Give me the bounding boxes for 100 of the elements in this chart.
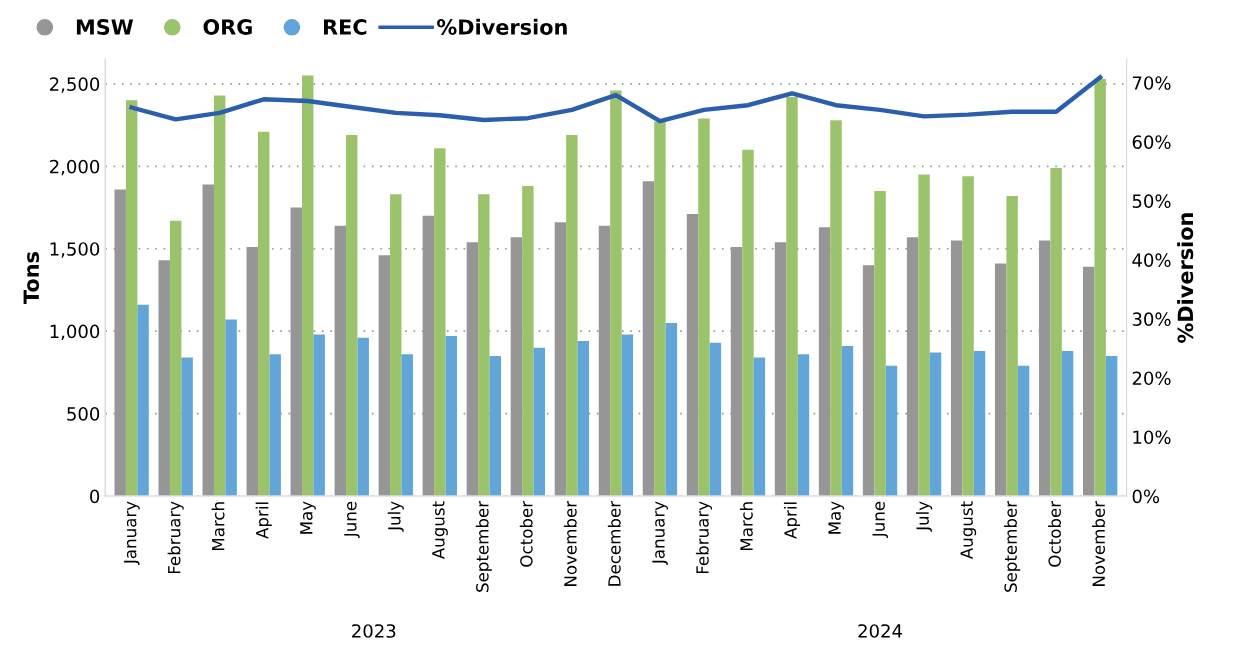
bar — [654, 121, 666, 497]
bar — [1006, 195, 1018, 497]
bar — [125, 100, 138, 497]
bar — [533, 347, 546, 497]
y-tick-label: 2,500 — [50, 77, 100, 93]
bar — [466, 242, 479, 497]
bar — [818, 227, 831, 497]
bar — [610, 90, 622, 497]
bar — [510, 237, 523, 497]
x-tick-label: November — [563, 500, 577, 586]
y2-tick-label: 70% — [1132, 76, 1171, 90]
y2-tick-label: 10% — [1133, 430, 1171, 445]
x-tick-label: April — [255, 502, 272, 539]
bar — [621, 334, 634, 497]
bar — [1017, 365, 1030, 497]
x-tick-label: November — [1092, 500, 1105, 586]
y2-tick-label: 50% — [1132, 194, 1171, 208]
x-tick-label: February — [695, 501, 713, 574]
x-tick-label: May — [300, 501, 316, 534]
bar — [313, 334, 325, 497]
y2-tick-label: 20% — [1132, 371, 1171, 386]
text: 2024 — [858, 624, 903, 638]
bar — [742, 149, 754, 497]
bar — [334, 225, 347, 497]
bar — [962, 176, 974, 497]
x-tick-label: October — [1048, 500, 1061, 567]
x-tick-label: March — [739, 502, 753, 551]
bar — [378, 255, 391, 497]
y2-axis-title: %Diversion — [1177, 213, 1194, 343]
text: 2023 — [352, 624, 396, 638]
bar — [874, 191, 886, 497]
bar — [269, 354, 281, 497]
x-tick-label: May — [828, 501, 845, 534]
bar — [686, 214, 699, 497]
bar — [357, 337, 369, 497]
bar — [478, 194, 490, 497]
bar — [137, 304, 149, 497]
legend-label: MSW — [76, 19, 134, 35]
bar — [950, 240, 963, 497]
bar — [698, 118, 710, 497]
x-tick-label: July — [916, 501, 933, 532]
bar — [786, 97, 798, 497]
x-tick-label: June — [344, 501, 360, 539]
y2-tick-label: 60% — [1132, 135, 1171, 149]
y-tick-label: 1,000 — [50, 324, 100, 341]
legend-label: REC — [323, 19, 367, 35]
line-series — [129, 75, 1103, 124]
bar — [390, 194, 402, 497]
x-tick-label: December — [607, 500, 621, 586]
bar — [830, 120, 842, 497]
bar — [797, 354, 810, 497]
y2-tick-label: 40% — [1132, 253, 1171, 267]
bar — [709, 342, 722, 497]
x-tick-label: January — [124, 501, 140, 565]
bar — [445, 336, 457, 497]
bar — [213, 95, 226, 497]
bar — [577, 341, 590, 497]
x-tick-label: January — [652, 501, 668, 565]
bar — [973, 350, 986, 497]
bar — [753, 357, 766, 497]
x-tick-label: July — [387, 501, 404, 532]
legend-label: %Diversion — [437, 18, 567, 35]
x-tick-label: September — [1004, 500, 1021, 592]
bar — [257, 131, 270, 497]
y-tick-label: 0 — [90, 489, 100, 504]
bar — [246, 247, 258, 497]
x-tick-label: March — [211, 502, 225, 551]
x-tick-label: August — [960, 501, 977, 560]
y2-tick-label: 30% — [1132, 312, 1171, 327]
y-tick-label: 2,000 — [50, 159, 100, 176]
bar — [994, 263, 1007, 497]
bar — [929, 352, 942, 497]
bar — [522, 186, 534, 497]
bar — [346, 134, 358, 497]
bar — [401, 354, 413, 497]
x-tick-label: February — [167, 501, 184, 574]
x-tick-label: June — [872, 501, 888, 539]
bar — [918, 174, 930, 497]
bar — [114, 189, 126, 497]
x-tick-label: October — [519, 500, 533, 567]
y2-tick-label: 0% — [1132, 489, 1160, 504]
bar — [1061, 350, 1074, 497]
bar — [841, 346, 854, 497]
bar — [642, 181, 655, 497]
legend-label: ORG — [203, 19, 252, 35]
bar — [225, 319, 237, 497]
bar — [862, 265, 875, 497]
bar — [202, 184, 214, 497]
bar — [181, 357, 193, 497]
bar — [434, 148, 446, 497]
bar — [489, 355, 501, 497]
x-tick-label: April — [783, 502, 801, 539]
bar — [1094, 78, 1106, 497]
x-tick-label: August — [432, 501, 448, 560]
bar — [1105, 355, 1118, 497]
bar — [665, 322, 678, 497]
y-tick-label: 500 — [67, 407, 100, 421]
bar — [885, 365, 898, 497]
bar — [169, 220, 182, 497]
bar — [1038, 240, 1051, 497]
